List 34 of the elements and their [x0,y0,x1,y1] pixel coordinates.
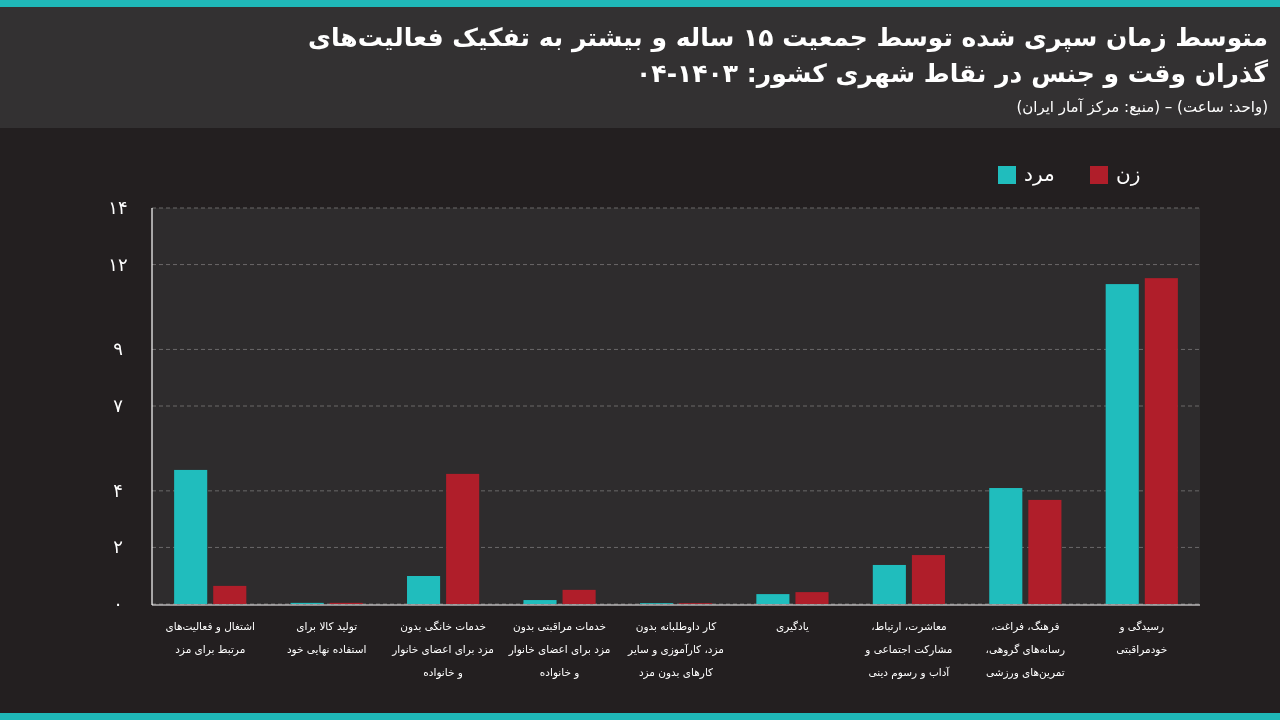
y-tick-label: ۱۴ [108,197,128,218]
bar [872,564,906,604]
bar [1028,499,1062,604]
x-tick-label: یادگیری [775,620,810,633]
bar [523,600,557,604]
x-tick-label: معاشرت، ارتباط، مشارکت اجتماعی و آداب و رسوم دینی [864,620,953,679]
y-tick-label: ۲ [113,536,123,558]
x-tick-label: خدمات مراقبتی بدون مزد برای اعضای خانوار و خانواده [507,620,611,679]
bar [911,555,945,604]
x-tick-label: اشتغال و فعالیت‌های مرتبط برای مزد [165,620,255,656]
bar [795,592,829,604]
bar [1144,278,1178,604]
bar [1105,284,1139,604]
bar [989,488,1023,604]
y-tick-label: ۹ [113,338,123,360]
legend-label: زن [1116,162,1141,186]
legend-label: مرد [1024,162,1055,186]
bar [562,589,596,604]
bar [446,473,480,604]
chart-title: متوسط زمان سپری شده توسط جمعیت ۱۵ ساله و بیشتر به تفکیک فعالیت‌های گذران وقت و جنس در نقاط شهری کشور: ۱۴۰۳-۰۴ [308,23,1269,89]
x-tick-label: فرهنگ، فراغت، رسانه‌های گروهی، تمرین‌های ورزشی [985,620,1066,679]
y-tick-label: ۰ [113,593,123,614]
bar [756,594,790,604]
y-tick-label: ۷ [113,395,124,416]
x-tick-label: تولید کالا برای استفاده نهایی خود [286,620,367,656]
chart-subtitle: (واحد: ساعت) – (منبع: مرکز آمار ایران) [1016,98,1268,116]
bar [213,585,247,604]
y-tick-label: ۱۲ [108,253,128,275]
x-tick-label: کار داوطلبانه بدون مزد، کارآموزی و سایر کارهای بدون مزد [627,620,724,679]
x-tick-label: رسیدگی و خودمراقبتی [1116,620,1168,656]
bar [174,469,208,604]
bar [407,576,441,604]
y-tick-label: ۴ [113,479,123,501]
x-tick-label: خدمات خانگی بدون مزد برای اعضای خانوار و خانواده [391,620,494,679]
